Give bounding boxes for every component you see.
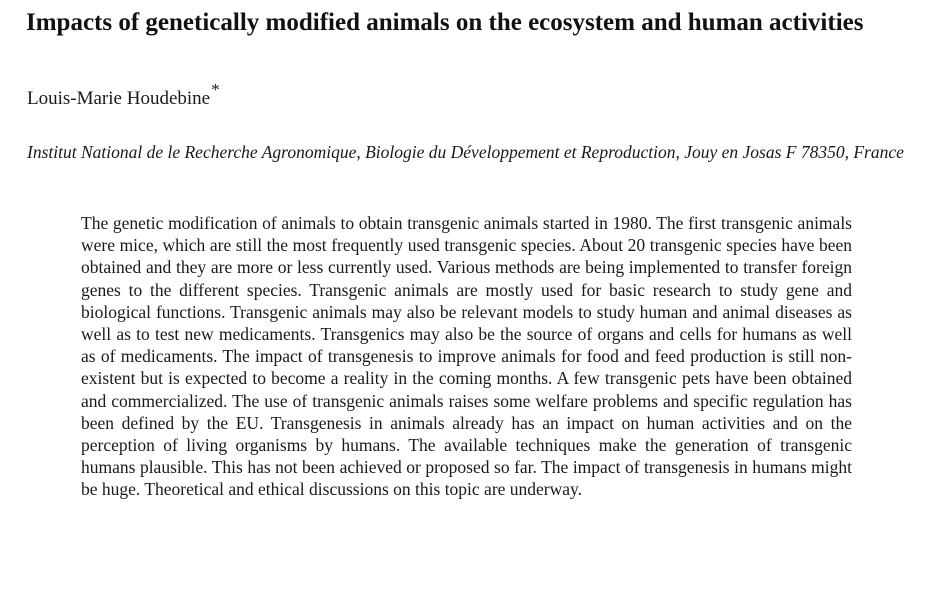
author-name: Louis-Marie Houdebine	[27, 88, 211, 109]
author-line: Louis-Marie Houdebine*	[27, 81, 220, 111]
abstract-text: The genetic modification of animals to o…	[81, 213, 852, 500]
author-affiliation: Institut National de le Recherche Agrono…	[27, 142, 904, 162]
paper-title: Impacts of genetically modified animals …	[26, 9, 864, 36]
corresponding-author-mark: *	[211, 79, 220, 99]
